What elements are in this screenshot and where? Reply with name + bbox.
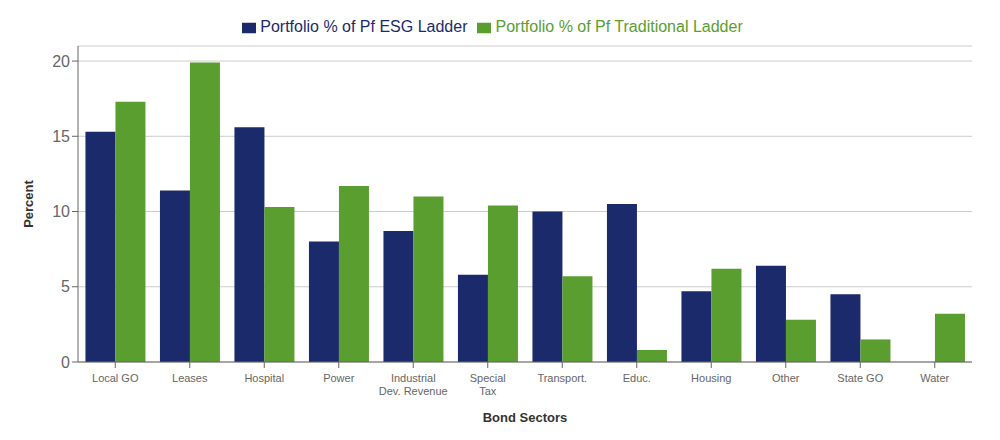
svg-text:Housing: Housing <box>691 372 731 384</box>
svg-text:Water: Water <box>920 372 949 384</box>
svg-text:Transport.: Transport. <box>537 372 587 384</box>
svg-text:Educ.: Educ. <box>623 372 651 384</box>
svg-text:10: 10 <box>52 203 70 220</box>
svg-text:Local GO: Local GO <box>92 372 139 384</box>
svg-text:Hospital: Hospital <box>244 372 284 384</box>
html-text:Portfolio % of Pf Traditional: Portfolio % of Pf Traditional Ladder <box>495 18 743 35</box>
html-text:Portfolio % of Pf ESG Ladder: Portfolio % of Pf ESG Ladder <box>260 18 468 35</box>
svg-text:Power: Power <box>323 372 355 384</box>
svg-text:0: 0 <box>61 354 70 371</box>
svg-text:State GO: State GO <box>837 372 883 384</box>
svg-text:Other: Other <box>772 372 800 384</box>
svg-text:20: 20 <box>52 53 70 70</box>
svg-text:IndustrialDev. Revenue: IndustrialDev. Revenue <box>379 372 448 397</box>
svg-text:15: 15 <box>52 128 70 145</box>
svg-text:Bond Sectors: Bond Sectors <box>483 410 568 425</box>
svg-text:Leases: Leases <box>172 372 208 384</box>
svg-text:SpecialTax: SpecialTax <box>470 372 506 397</box>
svg-text:5: 5 <box>61 278 70 295</box>
svg-text:Percent: Percent <box>21 179 36 227</box>
